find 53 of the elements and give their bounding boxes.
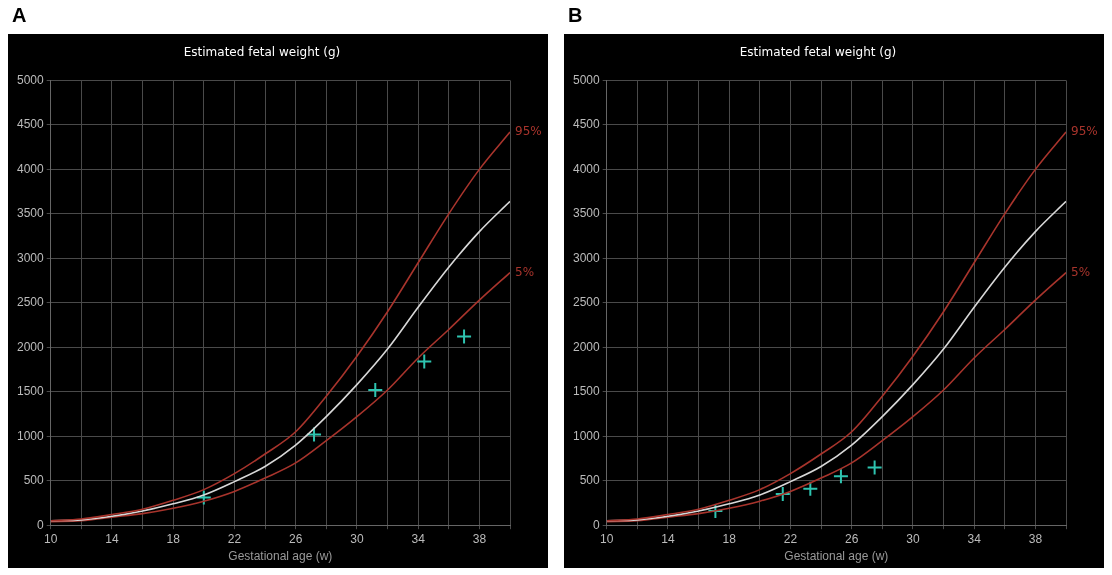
x-axis-title: Gestational age (w) bbox=[228, 549, 333, 564]
y-tick-label: 3500 bbox=[16, 206, 45, 221]
text: B bbox=[567, 3, 584, 28]
x-tick-label: 22 bbox=[227, 531, 242, 546]
x-tick-label: 10 bbox=[600, 531, 614, 546]
point bbox=[416, 353, 433, 370]
series-label: 95% bbox=[515, 124, 542, 139]
y-tick-label: 1500 bbox=[572, 384, 601, 399]
series-label: 95% bbox=[1071, 124, 1098, 139]
y-tick-label: 0 bbox=[593, 517, 601, 532]
y-tick-label: 2000 bbox=[16, 339, 45, 354]
x-tick-label: 34 bbox=[411, 531, 426, 546]
x-tick-label: 26 bbox=[844, 531, 859, 546]
x-axis-title: Gestational age (w) bbox=[784, 549, 889, 564]
y-tick-label: 5000 bbox=[572, 72, 601, 87]
x-tick-label: 14 bbox=[661, 531, 675, 546]
y-tick-label: 3500 bbox=[572, 206, 601, 221]
y-tick-label: 2500 bbox=[16, 295, 45, 310]
y-tick-label: 4000 bbox=[16, 161, 45, 176]
x-tick-label: 30 bbox=[906, 531, 920, 546]
y-tick-label: 500 bbox=[23, 473, 45, 488]
point bbox=[195, 489, 212, 506]
point bbox=[456, 328, 473, 345]
y-tick-label: 1000 bbox=[16, 428, 45, 443]
x-tick-label: 10 bbox=[44, 531, 58, 546]
x-tick-label: 38 bbox=[472, 531, 487, 546]
x-tick-label: 38 bbox=[1028, 531, 1043, 546]
y-tick-label: 0 bbox=[37, 517, 45, 532]
x-tick-label: 30 bbox=[350, 531, 364, 546]
x-tick-label: 34 bbox=[967, 531, 982, 546]
y-tick-label: 4000 bbox=[572, 161, 601, 176]
chart-title: Estimated fetal weight (g) bbox=[183, 45, 341, 60]
series-label: 5% bbox=[515, 264, 535, 279]
x-tick-label: 26 bbox=[288, 531, 303, 546]
y-tick-label: 3000 bbox=[572, 250, 601, 265]
x-tick-label: 18 bbox=[166, 531, 181, 546]
y-tick-label: 500 bbox=[579, 473, 601, 488]
x-tick-label: 22 bbox=[783, 531, 798, 546]
y-tick-label: 1500 bbox=[16, 384, 45, 399]
chart-title: Estimated fetal weight (g) bbox=[739, 45, 897, 60]
text: A bbox=[11, 3, 28, 28]
x-tick-label: 14 bbox=[105, 531, 119, 546]
point bbox=[367, 381, 384, 398]
y-tick-label: 4500 bbox=[16, 117, 45, 132]
y-tick-label: 4500 bbox=[572, 117, 601, 132]
point bbox=[306, 426, 323, 443]
y-tick-label: 3000 bbox=[16, 250, 45, 265]
y-tick-label: 2500 bbox=[572, 295, 601, 310]
x-tick-label: 18 bbox=[722, 531, 737, 546]
y-tick-label: 5000 bbox=[16, 72, 45, 87]
y-tick-label: 1000 bbox=[572, 428, 601, 443]
y-tick-label: 2000 bbox=[572, 339, 601, 354]
series-label: 5% bbox=[1071, 264, 1091, 279]
